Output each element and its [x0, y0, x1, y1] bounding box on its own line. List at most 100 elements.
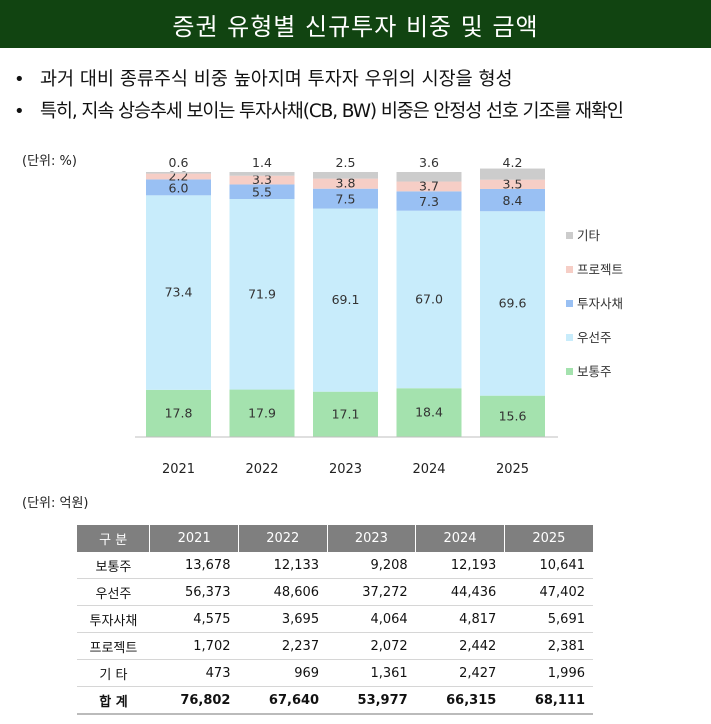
x-tick-label: 2023: [329, 462, 362, 477]
bullet-item: • 특히, 지속 상승추세 보이는 투자사채(CB, BW) 비중은 안정성 선…: [14, 96, 704, 128]
amount-table: 구 분 2021 2022 2023 2024 2025 보통주 13,678 …: [77, 525, 593, 715]
header-cell: 구 분: [77, 525, 150, 552]
header-cell: 2025: [503, 525, 593, 552]
table-cell: 4,064: [327, 605, 416, 633]
data-label: 4.2: [503, 155, 523, 170]
bar-segment: [396, 191, 462, 211]
data-label: 6.0: [169, 180, 189, 195]
table-row: 프로젝트 1,702 2,237 2,072 2,442 2,381: [77, 632, 593, 660]
table-cell: 2,442: [415, 632, 505, 660]
bar-segment: [396, 210, 462, 389]
bar-segment: [146, 179, 211, 196]
x-tick-label: 2021: [162, 462, 195, 477]
bar-segment: [396, 172, 462, 182]
bullet-icon: •: [14, 69, 25, 90]
table-cell: 969: [238, 659, 328, 687]
row-label: 프로젝트: [77, 632, 150, 660]
header-cell: 2023: [326, 525, 416, 552]
row-label: 우선주: [77, 578, 150, 606]
bar-segment: [480, 211, 545, 396]
bar-segment: [229, 199, 295, 390]
table-cell: 76,802: [149, 686, 239, 715]
table-cell: 53,977: [327, 686, 416, 715]
data-label: 3.3: [252, 172, 272, 187]
table-row: 보통주 13,678 12,133 9,208 12,193 10,641: [77, 552, 593, 579]
chart-unit-label: (단위: %): [22, 154, 77, 169]
data-label: 8.4: [503, 193, 523, 208]
table-unit-label: (단위: 억원): [22, 496, 89, 511]
stacked-bar-chart: 17.8 73.4 6.02.20.6 2021 17.9 71.9 5.53.3 1.4 20…: [135, 155, 623, 477]
data-label: 3.5: [503, 176, 523, 191]
data-label: 3.6: [419, 155, 439, 170]
table-cell: 66,315: [415, 686, 505, 715]
table-row: 우선주 56,373 48,606 37,272 44,436 47,402: [77, 578, 593, 606]
row-label: 기 타: [77, 659, 150, 687]
table-total-row: 합 계 76,802 67,640 53,977 66,315 68,111: [77, 686, 593, 715]
x-tick-label: 2022: [245, 462, 278, 477]
data-label: 7.5: [336, 192, 356, 207]
data-label: 2.5: [336, 155, 356, 170]
data-label: 7.3: [419, 194, 439, 209]
table-cell: 56,373: [149, 578, 239, 606]
table-cell: 9,208: [327, 552, 416, 579]
legend-label: 투자사채: [577, 296, 623, 311]
table-cell: 1,996: [504, 659, 593, 687]
table-cell: 2,072: [327, 632, 416, 660]
data-label: 3.7: [419, 178, 439, 193]
x-tick-label: 2024: [412, 462, 445, 477]
table-cell: 5,691: [504, 605, 593, 633]
bar-segment: [229, 172, 295, 176]
table-cell: 473: [149, 659, 239, 687]
table-cell: 12,193: [415, 552, 505, 579]
table-cell: 13,678: [149, 552, 239, 579]
bar-segment: [229, 389, 295, 437]
table-cell: 2,381: [504, 632, 593, 660]
legend-swatch: [566, 334, 573, 341]
data-label: 1.4: [252, 155, 272, 170]
row-label: 투자사채: [77, 605, 150, 633]
table-cell: 1,702: [149, 632, 239, 660]
row-label: 보통주: [77, 552, 150, 579]
table-row: 투자사채 4,575 3,695 4,064 4,817 5,691: [77, 605, 593, 633]
bullet-item: • 과거 대비 종류주식 비중 높아지며 투자자 우위의 시장을 형성: [14, 64, 704, 96]
table-cell: 4,575: [149, 605, 239, 633]
data-label: 17.8: [165, 405, 193, 420]
data-label: 5.5: [252, 185, 272, 200]
bar-segment: [396, 181, 462, 192]
header-cell: 2024: [415, 525, 505, 552]
bar-segment: [396, 388, 462, 437]
bar-segment: [146, 195, 211, 390]
data-label: 3.8: [336, 176, 356, 191]
bar-segment: [480, 168, 545, 180]
bullet-text: 특히, 지속 상승추세 보이는 투자사채(CB, BW) 비중은 안정성 선호 …: [40, 101, 624, 122]
table-cell: 12,133: [238, 552, 328, 579]
data-label: 69.6: [499, 295, 527, 310]
data-label: 18.4: [415, 405, 443, 420]
table-header-row: 구 분 2021 2022 2023 2024 2025: [77, 525, 593, 552]
legend-label: 보통주: [577, 364, 612, 379]
table-cell: 10,641: [504, 552, 593, 579]
bullet-text: 과거 대비 종류주식 비중 높아지며 투자자 우위의 시장을 형성: [40, 69, 513, 90]
bar-segment: [480, 188, 545, 212]
legend-swatch: [566, 300, 573, 307]
table-cell: 44,436: [415, 578, 505, 606]
row-label: 합 계: [77, 686, 150, 715]
summary-bullets: • 과거 대비 종류주식 비중 높아지며 투자자 우위의 시장을 형성 • 특히…: [14, 64, 704, 128]
header-cell: 2022: [237, 525, 328, 552]
bullet-icon: •: [14, 101, 25, 122]
data-label: 67.0: [415, 291, 443, 306]
legend-swatch: [566, 232, 573, 239]
bar-segment: [229, 175, 295, 185]
legend-label: 기타: [577, 228, 601, 243]
page-title: 증권 유형별 신규투자 비중 및 금액: [0, 0, 711, 48]
data-label: 17.9: [248, 405, 276, 420]
bar-segment: [313, 178, 378, 189]
data-label: 0.6: [169, 155, 189, 170]
legend-swatch: [566, 266, 573, 273]
table-cell: 47,402: [504, 578, 593, 606]
data-label: 15.6: [499, 408, 527, 423]
bar-segment: [146, 389, 211, 437]
table-cell: 2,427: [415, 659, 505, 687]
data-label: 73.4: [165, 285, 193, 300]
bar-segment: [480, 395, 545, 437]
